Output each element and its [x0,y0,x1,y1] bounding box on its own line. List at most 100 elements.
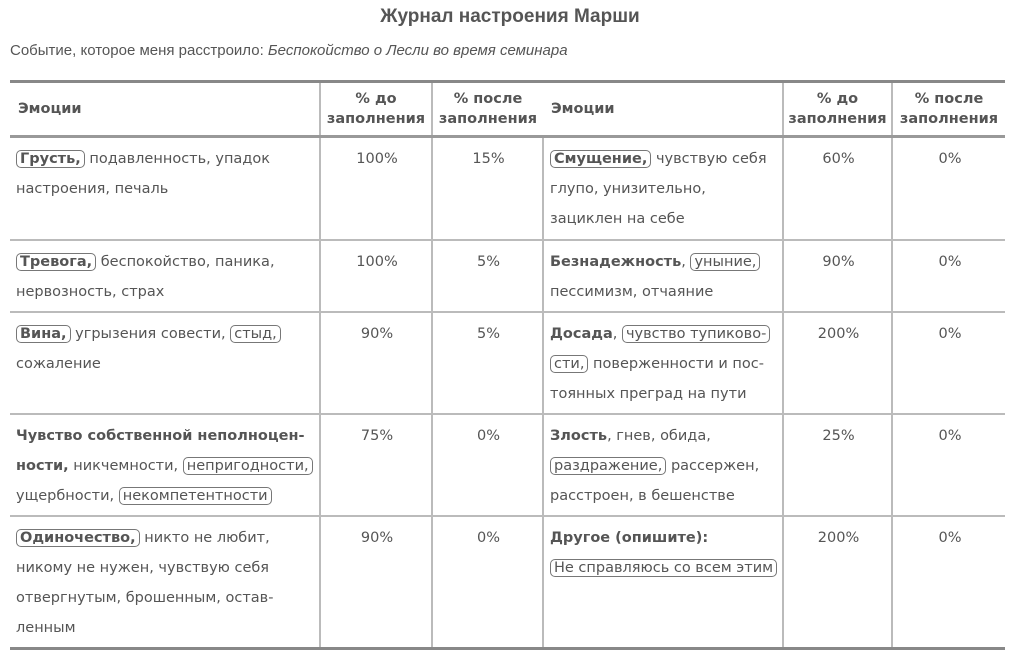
table-row: Одиночество, никто не любит, никому не ну… [10,515,1005,649]
emotion-line: нервозность, страх [16,277,315,307]
emotion-cell: Тревога, беспокойство, паника, нервозност… [10,239,320,313]
before-percent: 200% [782,311,892,415]
header-row: Эмоции % до заполнения % после заполнения … [10,81,1005,138]
emotion-cell: Одиночество, никто не любит, никому не ну… [10,516,320,649]
emotion-text: отвергнутым, брошенным, остав- [16,589,274,606]
after-percent: 0% [891,413,1005,517]
emotion-cell: Чувство собственной неполноцен-ности, ни… [10,413,320,517]
emotion-line: настроения, печаль [16,174,315,204]
header-after: % после заполнения [431,81,543,138]
emotion-cell: Безнадежность, уныние, пессимизм, отчаяни… [542,239,783,313]
emotion-line: расстроен, в бешенстве [550,481,778,511]
emotion-line: отвергнутым, брошенным, остав- [16,583,315,613]
emotion-line: сожаление [16,349,315,379]
header-emotions: Эмоции [10,81,320,138]
before-percent: 25% [782,413,892,517]
emotion-line: ности, никчемности, непригодности, [16,451,315,481]
page-title: Журнал настроения Марши [380,6,640,27]
emotion-line: Чувство собственной неполноцен- [16,421,315,451]
before-percent: 200% [782,515,892,648]
circled-word: некомпетентности [118,486,272,505]
emotion-text: никому не нужен, чувствую себя [16,559,270,576]
after-percent: 0% [431,515,543,648]
before-percent: 100% [319,136,432,241]
header-before-label: % до заполнения [788,91,887,127]
emotion-text: подавленность, упадок [84,151,270,167]
emotion-text: глупо, унизительно, [550,181,706,197]
emotion-line: Тревога, беспокойство, паника, [16,247,315,277]
emotion-line: пессимизм, отчаяние [550,277,778,307]
before-percent: 60% [782,136,892,241]
emotion-line: тоянных преград на пути [550,379,778,409]
emotion-text: поверженности и пос- [588,355,764,372]
after-percent: 15% [431,136,543,241]
emotion-text: никчемности, [68,457,183,474]
emotion-line: раздражение, рассержен, [550,451,778,481]
emotion-cell: Вина, угрызения совести, стыд, сожаление [10,311,320,415]
event-label: Событие, которое меня расстроило: [10,42,264,59]
circled-word: Грусть, [16,150,85,168]
before-percent: 90% [782,239,892,313]
circled-word: Одиночество, [16,528,140,547]
emotion-text: ности, [16,457,69,474]
emotion-line: Не справляюсь со всем этим [550,553,778,583]
circled-word: Тревога, [16,252,97,271]
emotion-cell: Злость, гнев, обида, раздражение, рассерж… [542,413,783,517]
emotion-line: глупо, унизительно, [550,174,778,204]
emotion-line: Злость, гнев, обида, [550,421,778,451]
emotion-text: расстроен, в бешенстве [550,487,735,504]
emotion-text: пессимизм, отчаяние [550,283,714,300]
emotion-text: рассержен, [666,457,760,474]
table-row: Тревога, беспокойство, паника, нервозност… [10,239,1005,313]
table-row: Вина, угрызения совести, стыд, сожаление 9… [10,311,1005,415]
circled-word: непригодности, [182,456,313,475]
after-percent: 0% [891,311,1005,415]
emotion-line: Безнадежность, уныние, [550,247,778,277]
header-after-label: % после заполнения [899,91,999,127]
emotion-cell: Грусть, подавленность, упадок настроения,… [10,136,320,241]
emotion-text: , [681,253,691,270]
before-percent: 90% [319,515,432,648]
emotion-line: Досада, чувство тупиково- [550,319,778,349]
emotion-text: Злость [550,427,608,444]
emotion-text: беспокойство, паника, [96,253,275,270]
emotion-text: тоянных преград на пути [550,385,747,402]
emotion-line: Грусть, подавленность, упадок [16,144,315,174]
mood-log-table: Эмоции % до заполнения % после заполнения … [10,80,1005,650]
header-before-label: % до заполнения [326,91,426,127]
emotion-cell: Смущение, чувствую себя глупо, унизительн… [542,136,783,241]
after-percent: 5% [431,311,543,415]
emotion-text: , гнев, обида, [607,427,711,444]
event-value: Беспокойство о Лесли во время семинара [267,42,568,59]
emotion-text: Безнадежность [550,253,682,270]
emotion-text: Другое (опишите): [550,529,709,546]
header-after-2: % после заполнения [891,81,1005,138]
emotion-text: Чувство собственной неполноцен- [16,427,305,444]
emotion-text: угрызения совести, [70,325,231,342]
after-percent: 0% [891,136,1005,241]
emotion-line: Смущение, чувствую себя [550,144,778,174]
emotion-text: чувствую себя [651,151,767,167]
emotion-line: никому не нужен, чувствую себя [16,553,315,583]
emotion-line: зациклен на себе [550,204,778,234]
emotion-text: настроения, печаль [16,181,169,197]
emotion-text: никто не любит, [139,529,270,546]
after-percent: 5% [431,239,543,313]
emotion-line: сти, поверженности и пос- [550,349,778,379]
after-percent: 0% [891,239,1005,313]
header-before-2: % до заполнения [782,81,892,138]
header-emotions-2: Эмоции [543,81,783,138]
circled-word: Не справляюсь со всем этим [550,558,778,577]
circled-word: сти, [550,354,589,373]
circled-word: уныние, [690,252,761,271]
emotion-text: зациклен на себе [550,211,685,227]
emotion-text: , [612,325,622,342]
emotion-line: ленным [16,613,315,643]
emotion-line: Вина, угрызения совести, стыд, [16,319,315,349]
circled-word: раздражение, [550,456,667,475]
header-after-label: % после заполнения [438,91,538,127]
emotion-text: нервозность, страх [16,283,165,300]
emotion-cell: Другое (опишите): Не справляюсь со всем э… [542,515,783,648]
header-before: % до заполнения [319,81,432,138]
circled-word: Смущение, [550,150,652,168]
